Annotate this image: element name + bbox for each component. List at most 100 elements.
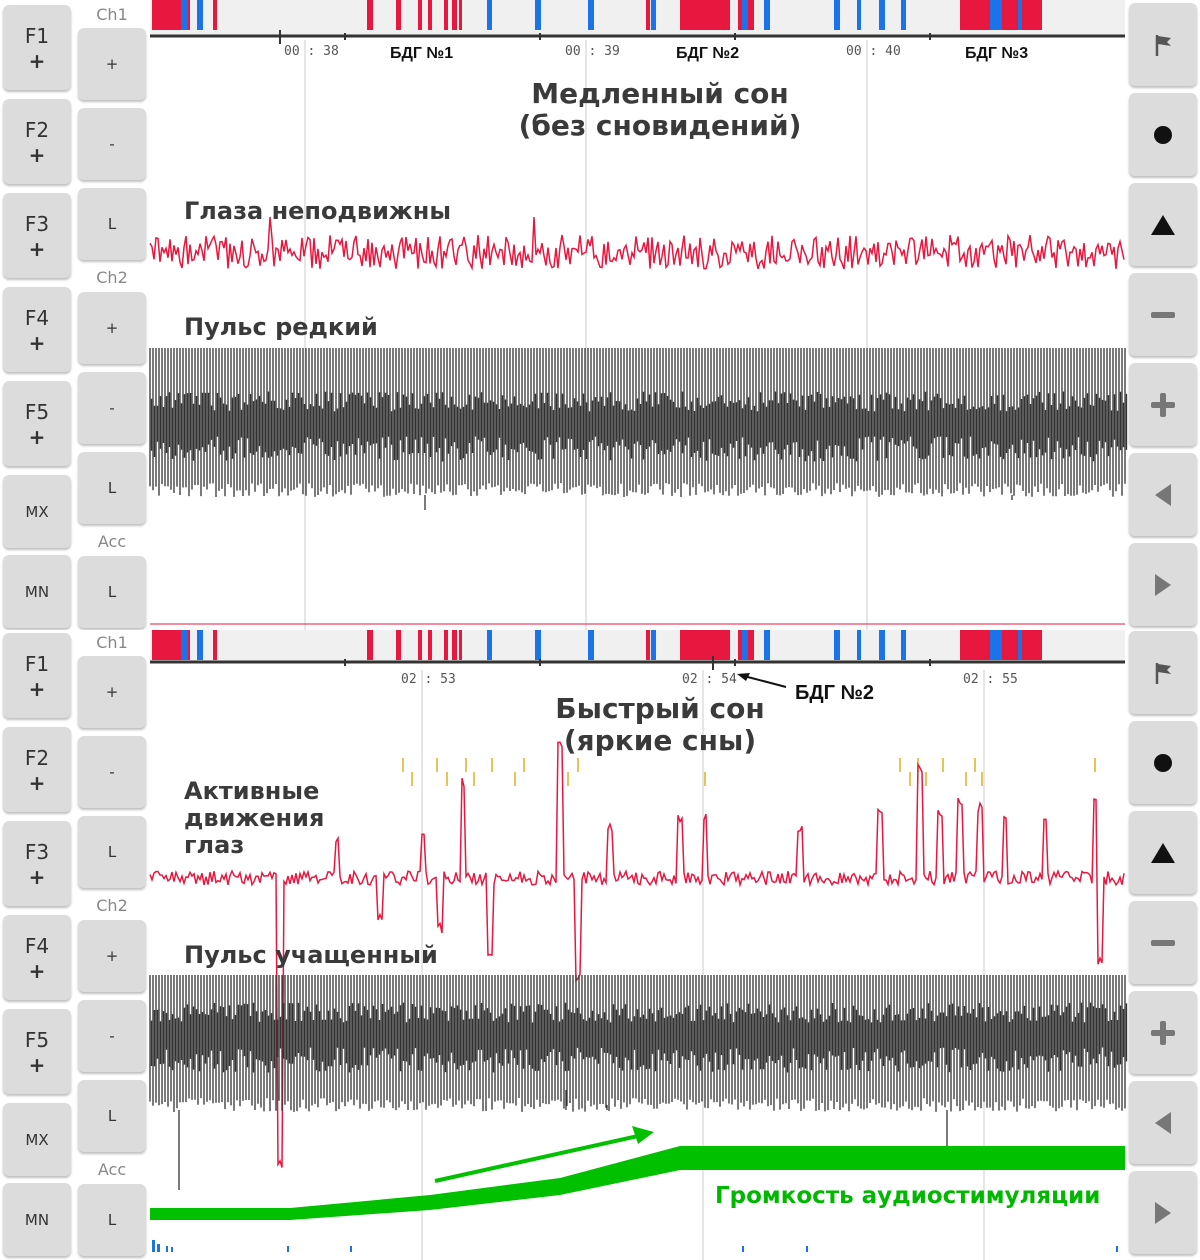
eye-signal-trace — [149, 741, 1125, 1168]
f1-button[interactable]: F1 + — [3, 633, 71, 718]
f5-plus: + — [28, 1052, 46, 1077]
ch2-level-button[interactable]: L — [78, 1080, 146, 1152]
f4-button[interactable]: F4 + — [3, 915, 71, 1000]
acc-level-button[interactable]: L — [78, 556, 146, 628]
movement-marker — [990, 0, 1002, 30]
zoom-out-button[interactable] — [1129, 901, 1197, 984]
hypnogram-markers — [152, 0, 1042, 30]
rem-marker — [213, 0, 217, 30]
f2-button[interactable]: F2 + — [3, 727, 71, 812]
scroll-back-button[interactable] — [1129, 453, 1197, 536]
rem-marker — [680, 630, 730, 660]
acc-label: Acc — [97, 532, 127, 551]
mn-button[interactable]: MN — [3, 555, 71, 628]
zoom-in-button[interactable] — [1129, 363, 1197, 446]
f5-label: F5 — [24, 399, 50, 424]
f4-button[interactable]: F4 + — [3, 287, 71, 372]
acc-level-button[interactable]: L — [78, 1184, 146, 1256]
ch1-decrease-button[interactable]: - — [78, 108, 146, 180]
f2-label: F2 — [24, 117, 50, 142]
scroll-forward-button[interactable] — [1129, 543, 1197, 626]
f3-button[interactable]: F3 + — [3, 821, 71, 906]
scroll-back-button[interactable] — [1129, 1081, 1197, 1164]
record-button[interactable] — [1129, 721, 1197, 804]
zoom-in-button[interactable] — [1129, 991, 1197, 1074]
ch2-increase-button[interactable]: + — [78, 920, 146, 992]
f1-button[interactable]: F1 + — [3, 5, 71, 90]
sleep-stage-title-line1: Быстрый сон — [555, 692, 765, 725]
rem-marker — [452, 630, 457, 660]
ch1-label: Ch1 — [96, 633, 128, 652]
rem-marker — [680, 0, 730, 30]
plus-icon — [1151, 1020, 1175, 1045]
circle-icon — [1154, 753, 1172, 772]
pulse-annotation: Пульс учащенный — [184, 941, 438, 969]
f2-label: F2 — [24, 745, 50, 770]
ch2-decrease-button[interactable]: - — [78, 1000, 146, 1072]
movement-marker — [197, 0, 203, 30]
ch2-increase-button[interactable]: + — [78, 292, 146, 364]
f4-label: F4 — [24, 305, 50, 330]
rem-marker — [452, 0, 457, 30]
pulse-annotation: Пульс редкий — [184, 313, 378, 341]
rem-marker — [428, 630, 432, 660]
movement-marker — [901, 630, 906, 660]
ch1-decrease-button[interactable]: - — [78, 736, 146, 808]
arrow-left-icon — [1155, 1111, 1171, 1134]
movement-marker — [535, 0, 541, 30]
eyes-annotation: Глаза неподвижны — [184, 197, 452, 225]
time-label: 02 : 55 — [963, 672, 1018, 687]
flag-button[interactable] — [1129, 3, 1197, 86]
movement-marker — [879, 630, 885, 660]
rem-period-label: БДГ №2 — [676, 45, 740, 62]
rem-marker — [459, 630, 462, 660]
f1-label: F1 — [24, 651, 50, 676]
bottom-recording-panel: 02 : 53 02 : 54 02 : 55 БДГ №2 Быстрый с… — [0, 630, 1200, 1260]
flag-button[interactable] — [1129, 631, 1197, 714]
record-button[interactable] — [1129, 93, 1197, 176]
movement-marker — [764, 630, 770, 660]
mx-button[interactable]: MX — [3, 475, 71, 548]
acc-label: Acc — [97, 1160, 127, 1179]
f2-button[interactable]: F2 + — [3, 99, 71, 184]
ch2-level-button[interactable]: L — [78, 452, 146, 524]
movement-marker — [535, 630, 541, 660]
rem-marker — [444, 0, 448, 30]
triangle-button[interactable] — [1129, 183, 1197, 266]
rem-marker — [646, 630, 650, 660]
movement-marker — [197, 630, 203, 660]
triangle-icon — [1151, 842, 1175, 863]
circle-icon — [1154, 125, 1172, 144]
bottom-signal-canvas — [149, 630, 1128, 1260]
f1-plus: + — [28, 676, 46, 701]
movement-marker — [879, 0, 885, 30]
time-label: 00 : 39 — [565, 44, 620, 59]
f5-button[interactable]: F5 + — [3, 1009, 71, 1094]
ch1-increase-button[interactable]: + — [78, 656, 146, 728]
zoom-out-button[interactable] — [1129, 273, 1197, 356]
f4-plus: + — [28, 330, 46, 355]
sleep-stage-title-line2: (яркие сны) — [563, 724, 757, 757]
triangle-button[interactable] — [1129, 811, 1197, 894]
f5-button[interactable]: F5 + — [3, 381, 71, 466]
mn-button[interactable]: MN — [3, 1183, 71, 1256]
eyes-annotation-line3: глаз — [184, 831, 245, 859]
f3-button[interactable]: F3 + — [3, 193, 71, 278]
scroll-forward-button[interactable] — [1129, 1171, 1197, 1254]
ch1-level-button[interactable]: L — [78, 188, 146, 260]
grid-lines — [304, 40, 868, 630]
ch1-increase-button[interactable]: + — [78, 28, 146, 100]
ch2-decrease-button[interactable]: - — [78, 372, 146, 444]
eyes-annotation-line1: Активные — [184, 777, 320, 805]
arrow-right-icon — [1155, 573, 1171, 596]
mx-button[interactable]: MX — [3, 1103, 71, 1176]
eyes-annotation-line2: движения — [184, 804, 325, 832]
acc-activity-marks — [152, 1240, 1118, 1252]
ch2-label: Ch2 — [96, 268, 128, 287]
plus-icon — [1151, 392, 1175, 417]
flag-icon — [1155, 662, 1171, 684]
rem-marker — [418, 0, 422, 30]
rem-marker — [213, 630, 217, 660]
ch1-level-button[interactable]: L — [78, 816, 146, 888]
top-signal-canvas — [149, 0, 1128, 630]
